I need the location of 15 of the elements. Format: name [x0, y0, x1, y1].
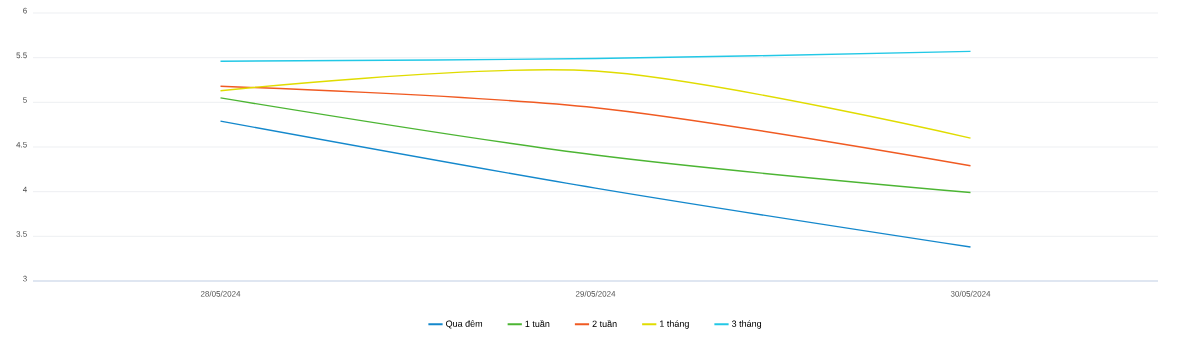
- legend-label: Qua đêm: [446, 320, 483, 329]
- y-tick-label: 4.5: [16, 141, 27, 148]
- legend-label: 2 tuần: [592, 320, 617, 328]
- y-tick-label: 5.5: [16, 52, 27, 59]
- x-tick-label: 30/05/2024: [950, 290, 991, 297]
- y-tick-label: 4: [22, 186, 27, 193]
- y-tick-label: 5: [23, 97, 27, 103]
- legend-label: 1 tháng: [660, 320, 689, 329]
- y-tick-label: 3: [23, 275, 27, 282]
- legend-label: 3 tháng: [731, 320, 762, 329]
- x-tick-label: 29/05/2024: [575, 290, 616, 297]
- x-tick-label: 28/05/2024: [200, 290, 241, 297]
- y-tick-label: 6: [23, 7, 27, 14]
- legend-label: 1 tuần: [525, 320, 550, 328]
- y-tick-label: 3.5: [16, 231, 27, 237]
